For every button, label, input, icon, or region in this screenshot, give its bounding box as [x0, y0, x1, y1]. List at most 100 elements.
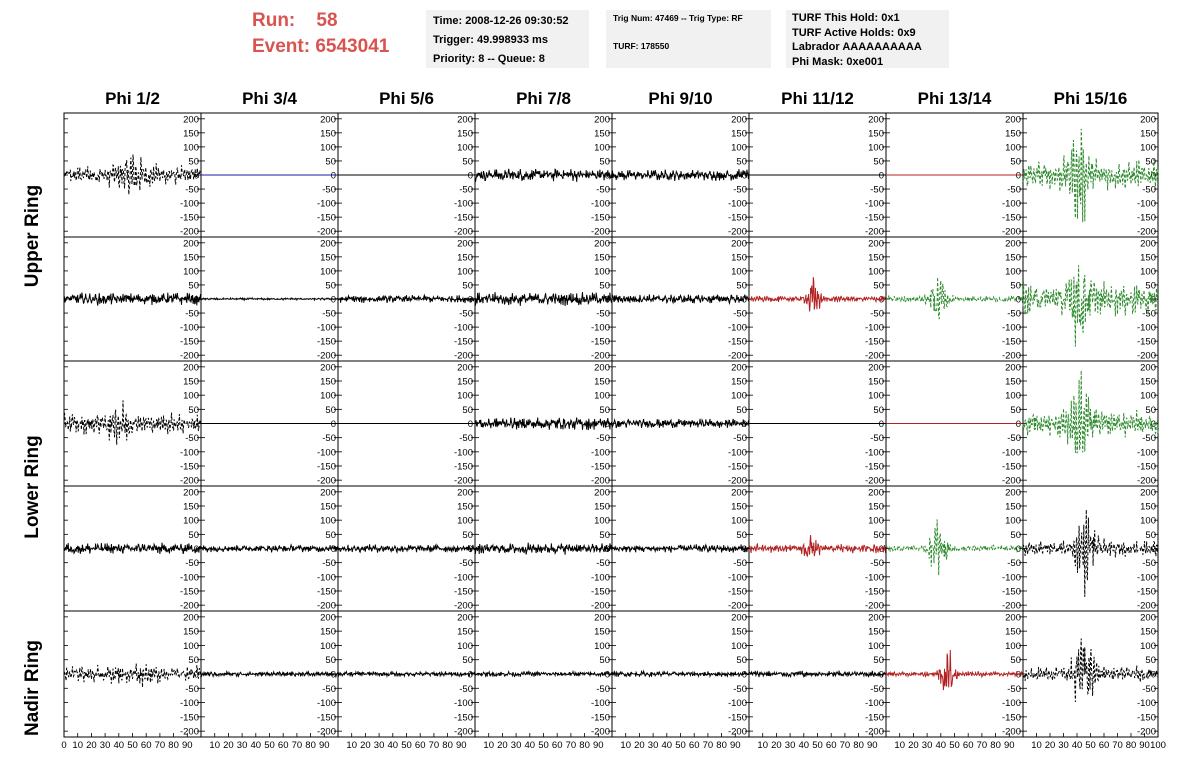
y-tick-label: 100 [731, 516, 747, 527]
y-tick-label: 100 [1005, 516, 1021, 527]
y-tick-label: -150 [317, 712, 336, 723]
y-tick-label: 50 [188, 280, 199, 291]
y-tick-label: -200 [728, 727, 747, 738]
y-tick-label: 100 [183, 142, 199, 153]
x-tick-label: 50 [1085, 740, 1096, 751]
y-tick-label: 50 [325, 655, 336, 666]
y-tick-label: 100 [457, 516, 473, 527]
x-tick-label: 50 [401, 740, 412, 751]
y-tick-label: 200 [457, 114, 473, 125]
y-tick-label: -200 [1002, 727, 1021, 738]
x-tick-label: 70 [703, 740, 714, 751]
time-text: Time: 2008-12-26 09:30:52 [433, 15, 569, 27]
y-tick-label: 50 [462, 530, 473, 541]
x-tick-label: 40 [114, 740, 125, 751]
y-tick-label: 50 [599, 405, 610, 416]
y-tick-label: 100 [594, 266, 610, 277]
y-tick-label: -100 [180, 572, 199, 583]
y-tick-label: -50 [596, 433, 610, 444]
y-tick-label: 200 [320, 612, 336, 623]
y-tick-label: 100 [594, 142, 610, 153]
y-tick-label: -150 [317, 462, 336, 473]
y-tick-label: -50 [459, 558, 473, 569]
y-tick-label: -50 [733, 185, 747, 196]
waveform-trace [1022, 638, 1159, 703]
y-tick-label: 100 [1005, 391, 1021, 402]
y-tick-label: -50 [1007, 185, 1021, 196]
y-tick-label: 50 [325, 530, 336, 541]
y-tick-label: -50 [185, 558, 199, 569]
y-tick-label: -100 [317, 698, 336, 709]
x-tick-label: 20 [223, 740, 234, 751]
y-tick-label: 150 [731, 128, 747, 139]
y-tick-label: -100 [180, 447, 199, 458]
y-tick-label: -150 [317, 213, 336, 224]
y-tick-label: 150 [457, 377, 473, 388]
x-tick-label: 40 [388, 740, 399, 751]
y-tick-label: 150 [320, 252, 336, 263]
x-tick-label: 10 [72, 740, 83, 751]
y-tick-label: 100 [1005, 266, 1021, 277]
y-tick-label: 50 [1145, 156, 1156, 167]
x-tick-label: 60 [1099, 740, 1110, 751]
y-tick-label: -50 [459, 185, 473, 196]
y-tick-label: -150 [1002, 337, 1021, 348]
y-tick-label: 200 [457, 238, 473, 249]
y-tick-label: -150 [728, 587, 747, 598]
y-tick-label: -50 [322, 558, 336, 569]
y-tick-label: -50 [185, 684, 199, 695]
column-title: Phi 15/16 [1054, 89, 1128, 108]
y-tick-label: -50 [596, 558, 610, 569]
y-tick-label: -150 [454, 213, 473, 224]
y-tick-label: 150 [868, 128, 884, 139]
y-tick-label: -150 [728, 213, 747, 224]
waveform-trace [63, 292, 202, 306]
x-tick-label: 70 [840, 740, 851, 751]
y-tick-label: 50 [325, 280, 336, 291]
y-tick-label: 50 [188, 655, 199, 666]
x-tick-label: 10 [483, 740, 494, 751]
y-tick-label: 0 [1016, 171, 1021, 182]
y-tick-label: 150 [868, 502, 884, 513]
x-tick-label: 80 [990, 740, 1001, 751]
y-tick-label: 100 [183, 641, 199, 652]
y-tick-label: -100 [865, 698, 884, 709]
x-tick-label: 20 [1045, 740, 1056, 751]
y-tick-label: 100 [1140, 266, 1156, 277]
y-tick-label: 200 [1140, 612, 1156, 623]
y-tick-label: -100 [591, 698, 610, 709]
y-tick-label: -150 [1137, 213, 1156, 224]
y-tick-label: -100 [317, 447, 336, 458]
y-tick-label: -150 [1137, 337, 1156, 348]
y-tick-label: -200 [728, 476, 747, 487]
y-tick-label: 50 [1145, 530, 1156, 541]
y-tick-label: 200 [1140, 238, 1156, 249]
waveform-trace [474, 669, 613, 678]
waveform-trace [1022, 509, 1159, 597]
y-tick-label: -100 [1002, 572, 1021, 583]
waveform-trace [63, 400, 202, 445]
y-tick-label: 150 [1005, 128, 1021, 139]
y-tick-label: 200 [594, 114, 610, 125]
y-tick-label: 50 [188, 405, 199, 416]
y-tick-label: 200 [320, 114, 336, 125]
x-tick-label: 90 [730, 740, 741, 751]
column-title: Phi 11/12 [781, 89, 854, 108]
y-tick-label: 100 [594, 641, 610, 652]
y-tick-label: -50 [322, 309, 336, 320]
y-tick-label: -50 [459, 433, 473, 444]
x-tick-label: 30 [237, 740, 248, 751]
x-tick-label: 80 [579, 740, 590, 751]
y-tick-label: 200 [1005, 487, 1021, 498]
waveform-trace [63, 154, 202, 195]
y-tick-label: 200 [594, 238, 610, 249]
y-tick-label: -50 [1142, 185, 1156, 196]
y-tick-label: 100 [320, 516, 336, 527]
y-tick-label: -100 [1137, 323, 1156, 334]
y-tick-label: 0 [605, 670, 610, 681]
y-tick-label: -150 [591, 337, 610, 348]
y-tick-label: 100 [594, 391, 610, 402]
waveform-trace [1022, 128, 1159, 223]
y-tick-label: -50 [1007, 433, 1021, 444]
y-tick-label: -100 [591, 199, 610, 210]
